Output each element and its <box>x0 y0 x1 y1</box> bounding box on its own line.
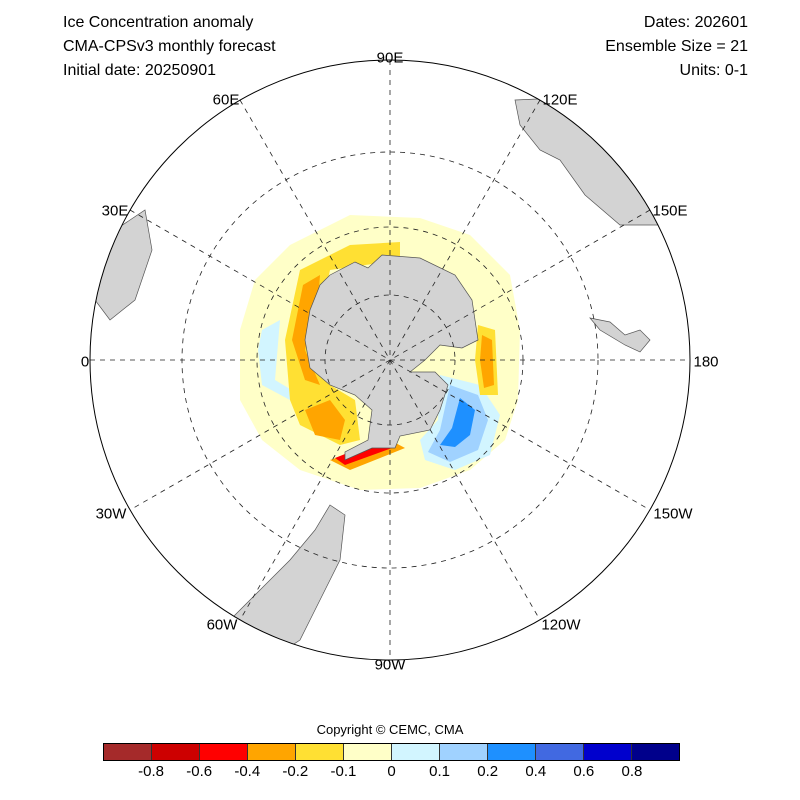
colorbar-tick-label: 0 <box>387 763 396 780</box>
colorbar-tick-label: 0.8 <box>621 763 643 780</box>
colorbar-swatch <box>248 744 296 760</box>
anomaly-neg0.4c <box>480 335 494 388</box>
lon-label-90w: 90W <box>374 656 406 674</box>
colorbar-swatch <box>536 744 584 760</box>
colorbar-tick-label: -0.2 <box>282 763 309 780</box>
anomaly-0.1 <box>258 320 300 400</box>
colorbar-tick-label: -0.8 <box>138 763 165 780</box>
lon-label-30w: 30W <box>95 505 127 523</box>
lon-label-60w: 60W <box>206 616 238 634</box>
colorbar-tick-label: 0.4 <box>525 763 547 780</box>
initial-date: Initial date: 20250901 <box>63 62 217 79</box>
colorbar-swatch <box>152 744 200 760</box>
land-africa <box>94 209 153 321</box>
graticule <box>90 60 690 660</box>
anomaly-neg0.4b <box>305 400 345 440</box>
colorbar-tick-label: -0.1 <box>330 763 357 780</box>
land-south-america <box>199 504 346 660</box>
colorbar-swatch <box>440 744 488 760</box>
colorbar-tick-label: 0.2 <box>477 763 499 780</box>
colorbar-swatch <box>344 744 392 760</box>
lon-label-150w: 150W <box>653 505 693 523</box>
colorbar-swatch <box>296 744 344 760</box>
colorbar-swatch <box>104 744 152 760</box>
colorbar-tick-label: -0.4 <box>234 763 261 780</box>
lon-label-150e: 150E <box>652 202 688 220</box>
anomaly-0.4 <box>440 398 475 447</box>
land-antarctica <box>304 254 479 461</box>
lon-label-120e: 120E <box>542 91 578 109</box>
lon-label-30e: 30E <box>101 202 129 220</box>
map-border <box>89 59 691 661</box>
colorbar-swatch <box>632 744 679 760</box>
ensemble-size: Ensemble Size = 21 <box>605 38 748 55</box>
model-name: CMA-CPSv3 monthly forecast <box>63 38 276 55</box>
land-australia <box>514 97 661 226</box>
lon-label-60e: 60E <box>212 91 240 109</box>
plot-title: Ice Concentration anomaly <box>63 14 254 31</box>
colorbar-tick-label: -0.6 <box>186 763 213 780</box>
colorbar <box>103 743 680 761</box>
colorbar-swatch <box>584 744 632 760</box>
lon-label-120w: 120W <box>541 616 581 634</box>
colorbar-tick-label: 0.6 <box>573 763 595 780</box>
lon-label-90e: 90E <box>376 49 404 67</box>
colorbar-swatch <box>200 744 248 760</box>
land-new-zealand <box>589 317 651 353</box>
colorbar-tick-label: 0.1 <box>429 763 451 780</box>
colorbar-swatch <box>488 744 536 760</box>
colorbar-swatch <box>392 744 440 760</box>
lon-label-0: 0 <box>80 353 90 371</box>
units: Units: 0-1 <box>679 62 748 79</box>
copyright: Copyright © CEMC, CMA <box>316 722 464 737</box>
forecast-dates: Dates: 202601 <box>643 14 748 31</box>
lon-label-180: 180 <box>693 353 719 371</box>
